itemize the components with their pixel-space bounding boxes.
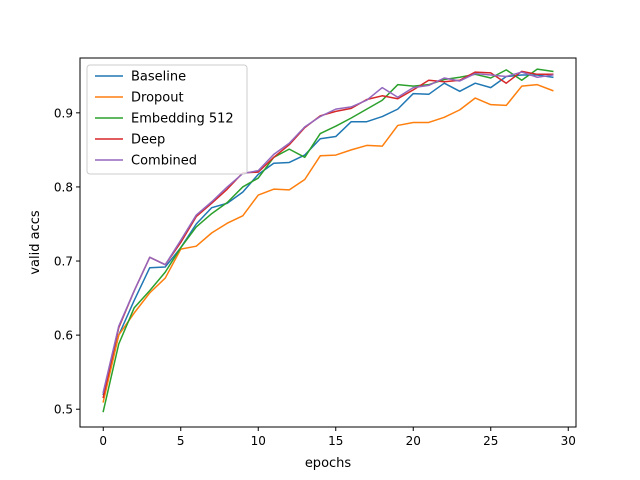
series-line-embedding-512 (102, 68, 554, 413)
plot-frame (79, 57, 577, 428)
series-line-combined (102, 71, 554, 394)
series-line-dropout (102, 83, 554, 403)
y-tick-label: 0.8 (54, 180, 73, 194)
x-tick-label: 15 (328, 434, 343, 448)
y-axis-ticks: 0.5 0.6 0.7 0.8 0.9 (54, 106, 80, 417)
x-tick-label: 25 (483, 434, 498, 448)
x-tick-label: 5 (177, 434, 185, 448)
x-tick-label: 30 (561, 434, 576, 448)
y-tick-label: 0.7 (54, 255, 73, 269)
y-axis-label: valid accs (28, 210, 43, 275)
x-tick-label: 0 (99, 434, 107, 448)
x-axis-ticks: 0 5 10 15 20 25 30 (99, 427, 576, 448)
legend-label: Baseline (131, 70, 186, 85)
y-tick-label: 0.5 (54, 403, 73, 417)
y-tick-label: 0.9 (54, 106, 73, 120)
legend-box (86, 64, 248, 175)
x-tick-label: 20 (406, 434, 421, 448)
legend-label: Dropout (131, 91, 184, 106)
legend: Baseline Dropout Embedding 512 Deep Combined (86, 64, 248, 175)
x-tick-label: 10 (251, 434, 266, 448)
plot-lines (102, 68, 554, 413)
x-axis-label: epochs (305, 456, 352, 471)
legend-label: Deep (131, 133, 165, 148)
y-tick-label: 0.6 (54, 329, 73, 343)
legend-label: Embedding 512 (131, 112, 234, 127)
legend-label: Combined (131, 154, 197, 169)
